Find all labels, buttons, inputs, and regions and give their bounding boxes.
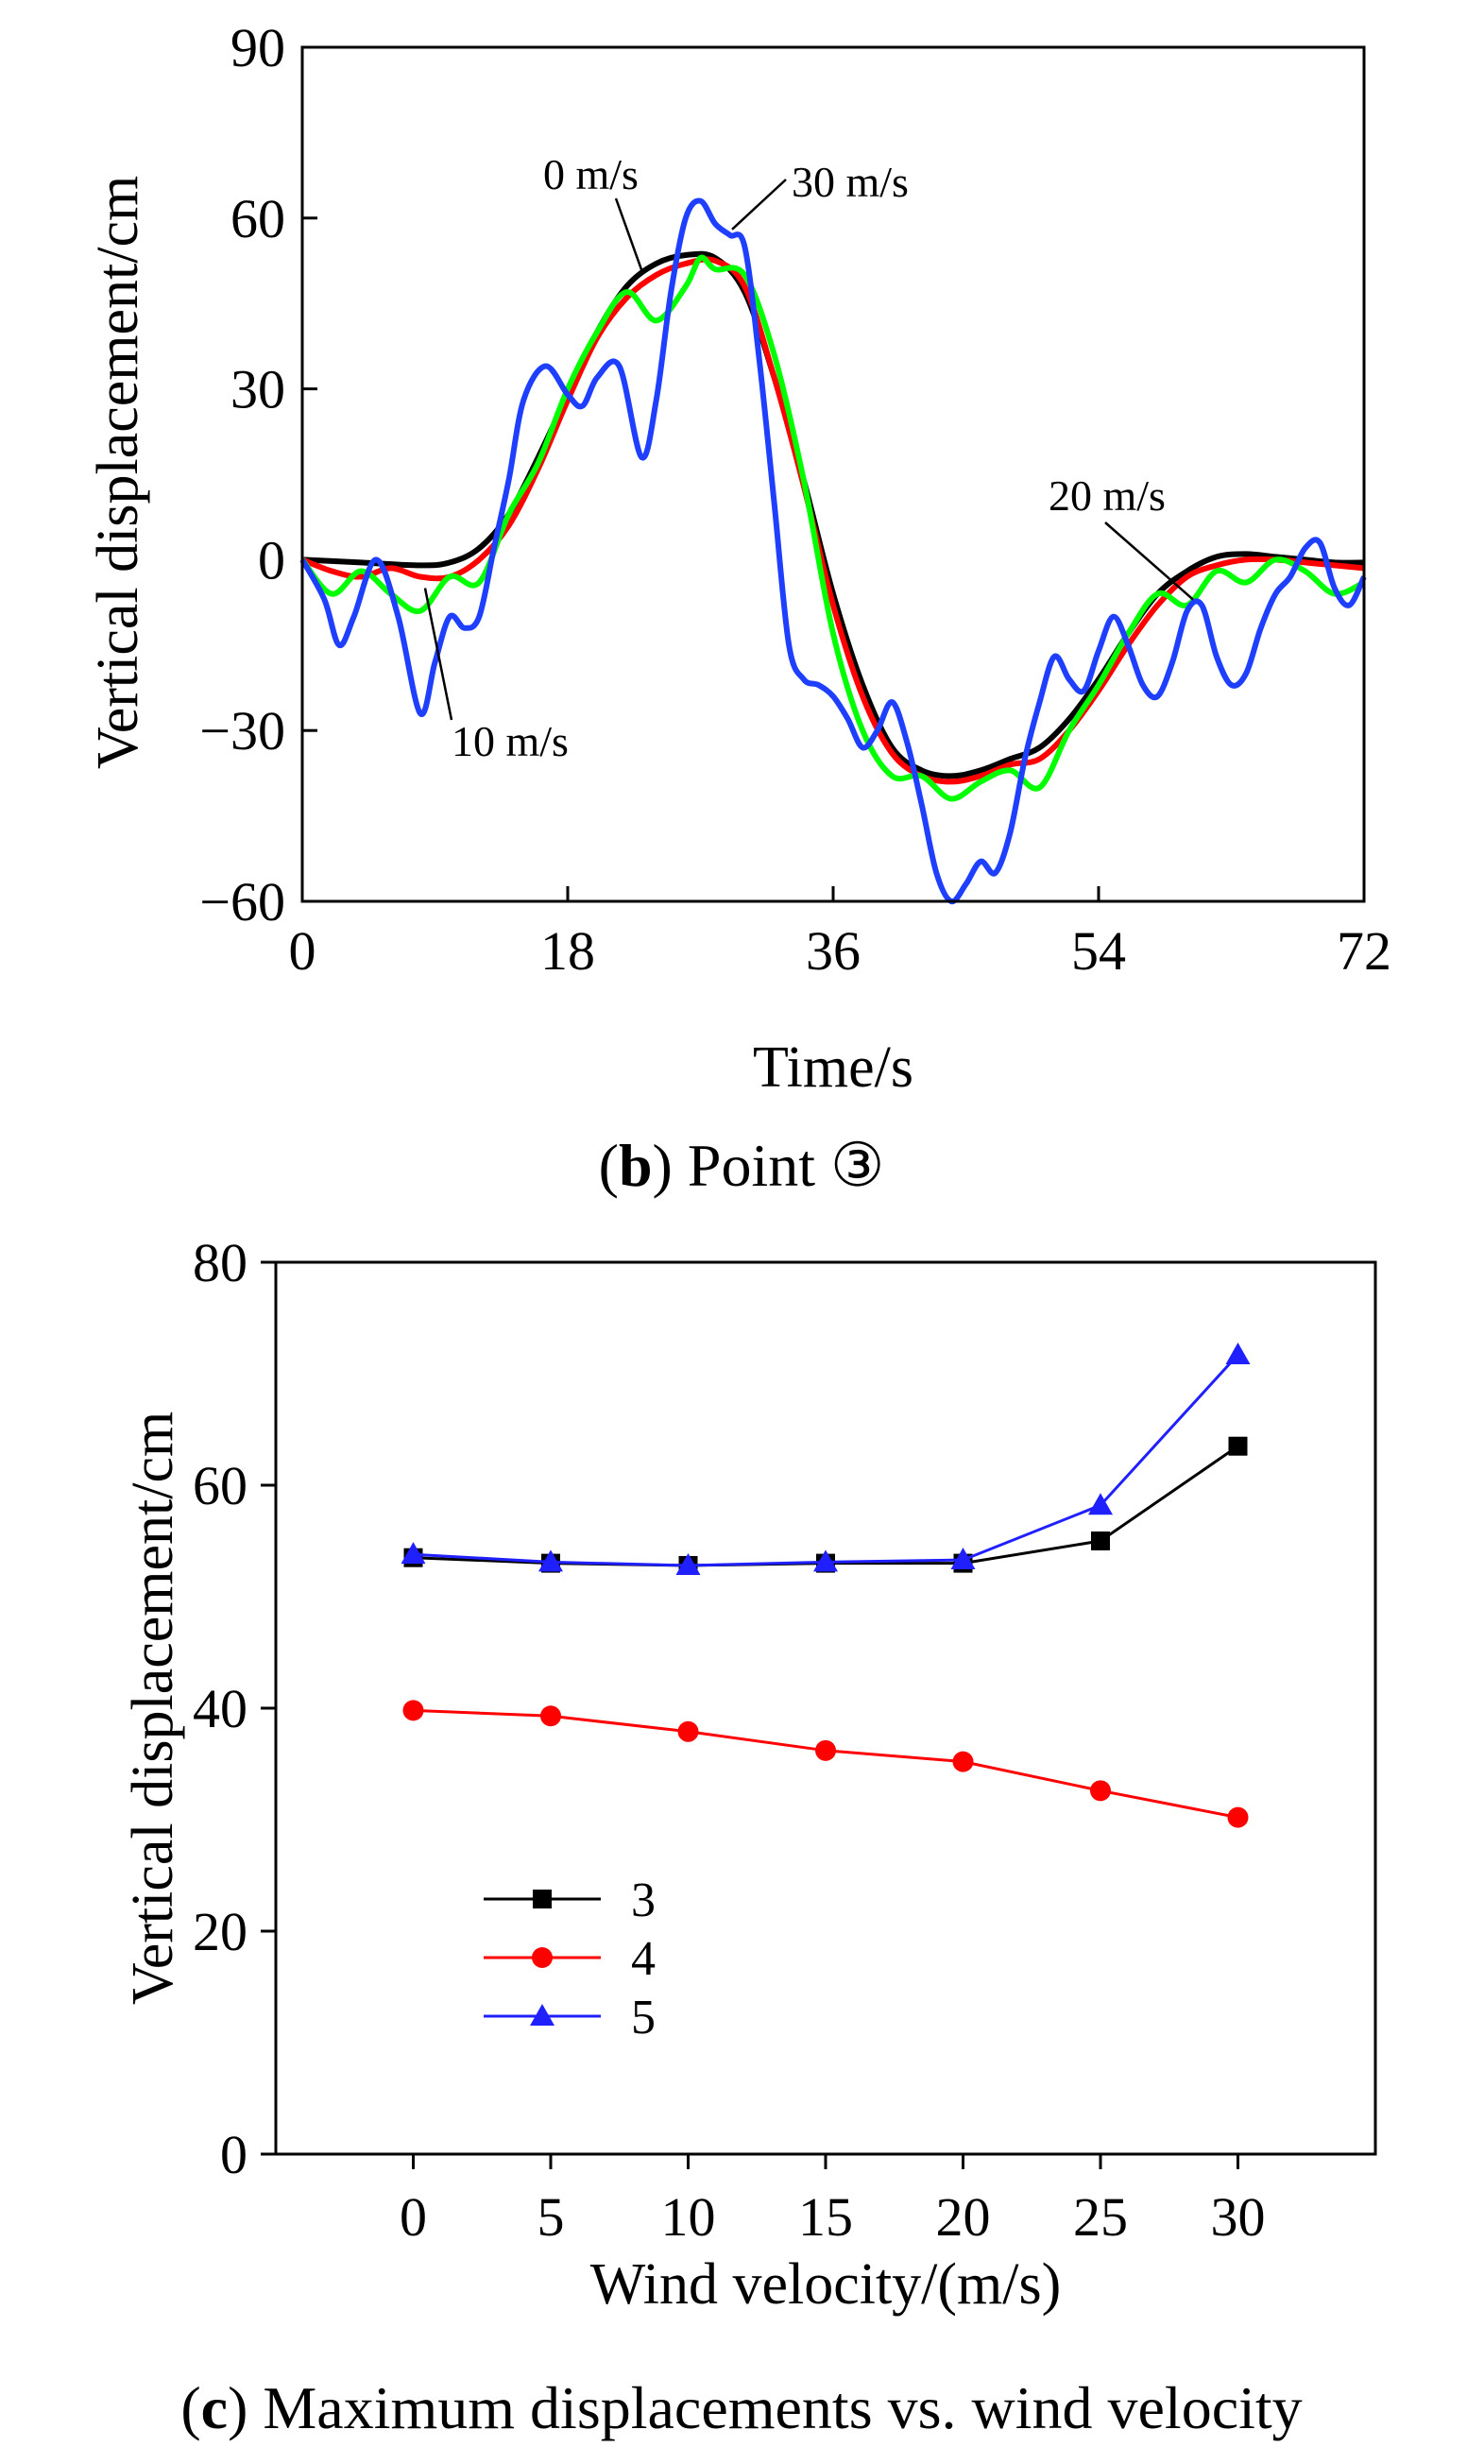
panel-c-point-3 [1228,1436,1248,1456]
panel-c-series [401,1342,1251,1828]
panel-c-ticks: 0 5 10 15 20 25 30 0 20 40 60 80 [193,1232,1266,2248]
panel-c-point-4 [1227,1806,1249,1828]
panel-b-ytick-label: −30 [199,700,285,761]
legend-marker-5 [530,2004,554,2026]
panel-c-ylabel: Vertical displacement/cm [121,1412,185,2005]
panel-b-annotation-leader [1104,522,1194,601]
panel-c-plot-frame [274,1260,1377,2156]
panel-c-caption: (c) Maximum displacements vs. wind veloc… [180,2374,1302,2441]
panel-c-point-5 [538,1549,563,1572]
panel-c-xtick-label: 20 [936,2186,991,2248]
panel-c-xtick-label: 25 [1073,2186,1128,2248]
panel-c-legend: 345 [484,1874,656,2045]
panel-c-ytick-label: 60 [193,1455,247,1516]
panel-c-ytick-label: 0 [220,2124,247,2185]
panel-b-caption-letter: b [619,1132,653,1199]
panel-c-point-5 [1088,1493,1113,1515]
panel-c-point-5 [1225,1342,1251,1364]
panel-c-xtick-label: 30 [1211,2186,1266,2248]
panel-c-point-4 [1090,1780,1111,1802]
panel-c-point-4 [952,1751,974,1772]
panel-c-series-line-4 [413,1708,1238,1820]
panel-b-ytick-label: 60 [230,188,285,249]
panel-b-ytick-label: 30 [230,359,285,420]
panel-b-xtick-label: 54 [1071,920,1126,982]
panel-c-point-4 [402,1700,424,1721]
panel-b-series-red [300,256,1365,785]
panel-b-series [299,197,1367,905]
panel-b-xtick-label: 72 [1337,920,1391,982]
panel-c-point-5 [950,1548,976,1570]
panel-b-annotation-leader [423,588,453,721]
panel-c-point-5 [401,1542,426,1565]
panel-b-annotation: 20 m/s [1049,471,1166,520]
panel-b-annotation-leader [614,197,644,273]
panel-c-ytick-label: 80 [193,1232,247,1293]
panel-b-xlabel: Time/s [753,1035,913,1100]
panel-b-xtick-label: 0 [289,920,316,982]
panel-c-point-4 [677,1720,699,1742]
panel-c-xlabel: Wind velocity/(m/s) [590,2252,1062,2317]
panel-b-annotation: 30 m/s [792,158,909,206]
panel-c-series-line-5 [413,1353,1239,1567]
panel-c-ytick-label: 40 [193,1678,247,1739]
panel-c-xtick-label: 0 [400,2186,427,2248]
panel-b-ylabel: Vertical displacement/cm [86,176,150,769]
panel-b-ytick-label: 90 [230,17,285,78]
panel-c-point-3 [1091,1531,1110,1550]
legend-marker-3 [533,1890,552,1908]
legend-label-4: 4 [631,1932,656,1986]
panel-b-caption-text: Point ③ [688,1132,885,1199]
legend-label-3: 3 [631,1874,656,1927]
panel-c-xtick-label: 5 [537,2186,565,2248]
panel-b-xtick-label: 18 [540,920,595,982]
legend-label-5: 5 [631,1991,656,2045]
panel-b-ytick-label: 0 [258,529,285,590]
panel-c-point-4 [815,1739,836,1761]
legend-marker-4 [532,1947,553,1968]
panel-b-ticks: 0 18 36 54 72 −60 −30 0 30 60 90 [199,17,1391,982]
panel-c-ytick-label: 20 [193,1901,247,1962]
panel-b-series-blue [299,197,1367,905]
panel-c-point-5 [675,1552,701,1575]
panel-b-annotations: 0 m/s 30 m/s 20 m/s 10 m/s [423,150,1194,765]
panel-b-plot-frame [300,45,1366,903]
panel-b-annotation-leader [731,179,787,231]
panel-b-caption: (b) Point ③ [599,1132,885,1199]
panel-b-xtick-label: 36 [806,920,861,982]
panel-c-xtick-label: 10 [661,2186,716,2248]
panel-b-chart: 0 18 36 54 72 −60 −30 0 30 60 90 0 m/s 30 m/s 20 m/s… [86,17,1391,1199]
panel-b-annotation: 0 m/s [543,150,639,198]
panel-b-ytick-label: −60 [199,871,285,933]
panel-c-caption-text: Maximum displacements vs. wind velocity [263,2374,1302,2441]
panel-c-point-4 [540,1705,561,1727]
panel-c-caption-letter: c [201,2374,228,2441]
panel-c-point-5 [813,1549,838,1572]
panel-b-annotation: 10 m/s [452,717,569,765]
panel-c-series-line-3 [413,1445,1239,1567]
panel-c-xtick-label: 15 [798,2186,853,2248]
